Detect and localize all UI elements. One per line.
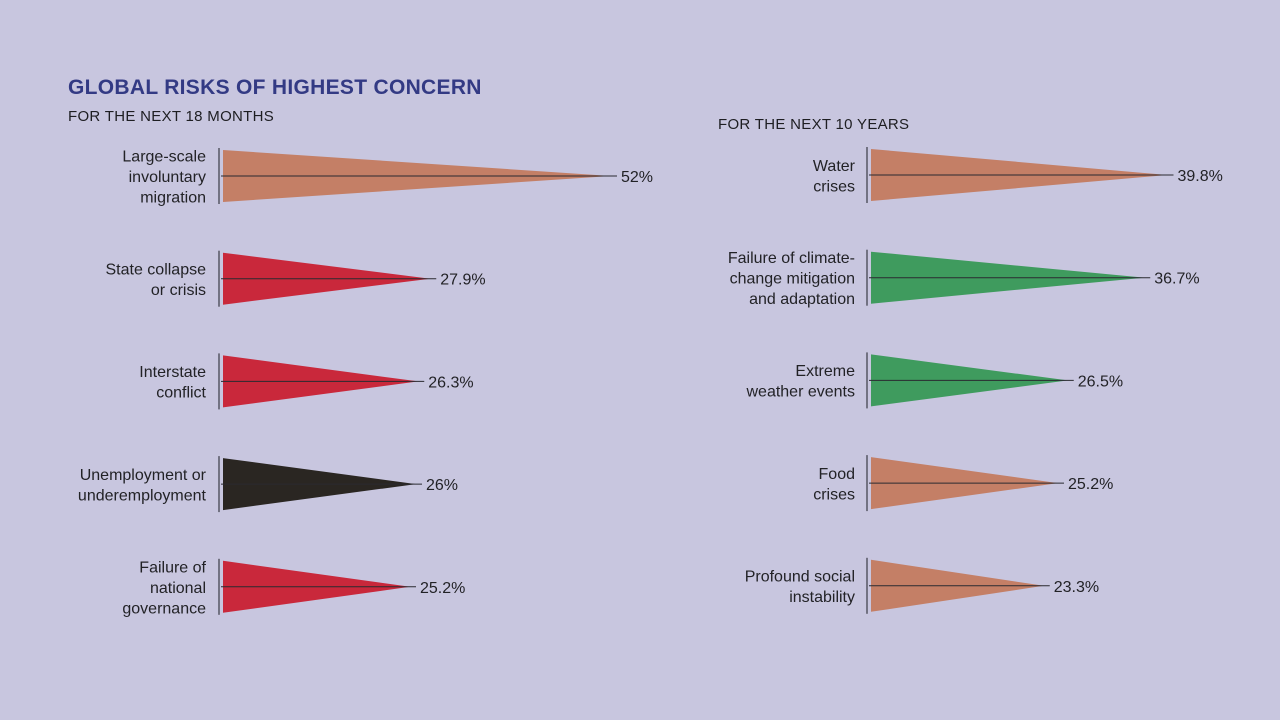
right-category-label-5-line-1: Profound social (745, 569, 855, 586)
left-category-label-1-line-2: involuntary (129, 169, 206, 186)
left-category-label-5-line-2: national (150, 580, 206, 597)
left-category-label-3-line-1: Interstate (139, 364, 206, 381)
right-category-label-4-line-1: Food (819, 466, 855, 483)
right-category-label-2-line-1: Failure of climate- (728, 250, 855, 267)
left-value-label-4: 26% (426, 477, 458, 494)
right-value-label-4: 25.2% (1068, 476, 1113, 493)
left-category-label-1-line-1: Large-scale (122, 149, 206, 166)
right-value-label-3: 26.5% (1078, 373, 1123, 390)
chart-title: GLOBAL RISKS OF HIGHEST CONCERN (68, 76, 482, 99)
left-category-label-4-line-1: Unemployment or (80, 467, 207, 484)
right-category-label-1-line-1: Water (813, 158, 856, 175)
left-category-label-5-line-3: governance (122, 600, 206, 617)
right-category-label-3-line-1: Extreme (795, 363, 855, 380)
left-category-label-2-line-2: or crisis (151, 282, 206, 299)
left-panel-subtitle: FOR THE NEXT 18 MONTHS (68, 108, 275, 125)
right-value-label-1: 39.8% (1178, 168, 1223, 185)
left-category-label-5-line-1: Failure of (139, 559, 206, 576)
right-value-label-2: 36.7% (1154, 271, 1199, 288)
left-value-label-1: 52% (621, 169, 653, 186)
right-category-label-3-line-2: weather events (745, 384, 855, 401)
left-category-label-4-line-2: underemployment (78, 487, 207, 504)
right-category-label-1-line-2: crises (813, 178, 855, 195)
right-category-label-5-line-2: instability (789, 589, 855, 606)
left-value-label-3: 26.3% (428, 374, 473, 391)
left-category-label-3-line-2: conflict (156, 385, 206, 402)
left-category-label-1-line-3: migration (140, 190, 206, 207)
right-category-label-2-line-2: change mitigation (730, 271, 855, 288)
left-category-label-2-line-1: State collapse (105, 261, 206, 278)
left-value-label-5: 25.2% (420, 580, 465, 597)
left-value-label-2: 27.9% (440, 272, 485, 289)
right-category-label-2-line-3: and adaptation (749, 291, 855, 308)
right-category-label-4-line-2: crises (813, 486, 855, 503)
right-value-label-5: 23.3% (1054, 579, 1099, 596)
right-panel-subtitle: FOR THE NEXT 10 YEARS (718, 116, 910, 133)
